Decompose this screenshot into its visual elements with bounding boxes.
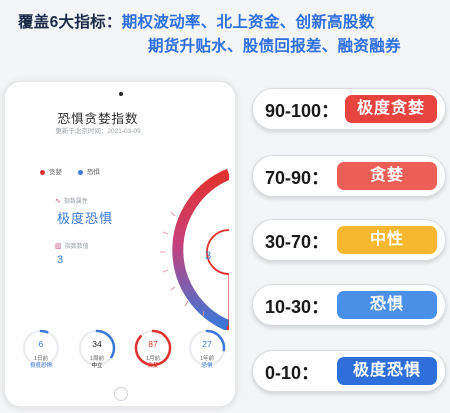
history-item-1m[interactable]: 87 1月前 贪婪 (133, 328, 173, 376)
legend: 贪婪 恐惧 (40, 166, 114, 176)
history-period-1d: 1日前 (33, 356, 49, 362)
gauge-center-circle (206, 229, 229, 275)
value-label: ▥ 指数数值 (55, 241, 89, 250)
legend-item-fear: 恐惧 (77, 166, 100, 176)
history-value-1m: 87 (148, 339, 158, 349)
camera-dot (119, 92, 123, 96)
history-list: 6 1日前 极度恐惧 34 1周前 中立 87 1月前 贪婪 27 1年前 恐惧 (21, 328, 229, 378)
history-value-1d: 6 (38, 339, 44, 349)
index-value: 3 (57, 254, 65, 266)
level-extreme-greed: 90-100： 极度贪婪 (252, 88, 446, 130)
history-state-1w: 中立 (91, 363, 103, 369)
legend-dot-greed (40, 169, 45, 175)
history-state-1m: 贪婪 (147, 363, 159, 369)
app-title: 恐惧贪婪指数 (57, 112, 139, 126)
history-ring-1w (78, 329, 116, 367)
gauge-value: 3 (205, 250, 212, 262)
history-ring-1d (22, 329, 60, 367)
level-badge: 极度贪婪 (345, 95, 437, 123)
level-range: 70-90： (265, 168, 330, 188)
level-range: 90-100： (265, 101, 340, 121)
history-item-1d[interactable]: 6 1日前 极度恐惧 (21, 328, 61, 376)
level-range: 0-10： (265, 363, 320, 383)
history-period-1m: 1月前 (145, 356, 161, 362)
level-greed: 70-90： 贪婪 (252, 155, 446, 197)
history-item-1w[interactable]: 34 1周前 中立 (77, 328, 117, 376)
level-badge: 中性 (337, 226, 437, 254)
level-badge: 恐惧 (337, 291, 437, 319)
trend-icon: ∿ (55, 198, 61, 205)
history-period-1w: 1周前 (89, 356, 105, 362)
history-progress-1m (134, 329, 172, 367)
status-value: 极度恐惧 (57, 211, 114, 226)
level-badge: 贪婪 (337, 162, 437, 190)
gauge-needle-tip (226, 325, 229, 330)
history-ring-1y (188, 329, 226, 367)
history-item-1y[interactable]: 27 1年前 恐惧 (187, 328, 227, 376)
history-ring-1m (134, 329, 172, 367)
status-label-text: 指数属性 (63, 199, 88, 205)
header-indicators-2: 期货升贴水、股债回报差、融资融券 (148, 38, 401, 55)
header-prefix: 覆盖6大指标： (18, 14, 122, 31)
history-state-1d: 极度恐惧 (29, 363, 52, 369)
tablet-screen: 恐惧贪婪指数 更新于北京时间：2021-03-09 贪婪 恐惧 ∿ 指数属性 极度… (13, 100, 229, 382)
level-extreme-fear: 0-10： 极度恐惧 (252, 350, 446, 392)
history-progress-1w (95, 329, 116, 359)
history-period-1y: 1年前 (199, 356, 215, 362)
tablet-frame: 恐惧贪婪指数 更新于北京时间：2021-03-09 贪婪 恐惧 ∿ 指数属性 极度… (3, 80, 237, 408)
history-value-1w: 34 (92, 339, 102, 349)
legend-label-greed: 贪婪 (49, 169, 62, 176)
home-button[interactable] (114, 387, 128, 401)
legend-label-fear: 恐惧 (86, 169, 100, 176)
bar-icon: ▥ (55, 243, 62, 250)
history-progress-1d (39, 329, 49, 334)
legend-item-greed: 贪婪 (40, 166, 62, 176)
gauge-arc (172, 168, 229, 330)
history-progress-1y (205, 329, 226, 352)
value-label-text: 指数数值 (64, 244, 89, 250)
level-range: 10-30： (265, 297, 330, 317)
header-line-1: 覆盖6大指标：期权波动率、北上资金、创新高股数 (18, 10, 375, 32)
level-neutral: 30-70： 中性 (252, 219, 446, 261)
header: 覆盖6大指标：期权波动率、北上资金、创新高股数 期货升贴水、股债回报差、融资融券 (0, 4, 450, 60)
history-value-1y: 27 (202, 339, 212, 349)
level-badge: 极度恐惧 (337, 357, 437, 385)
legend-dot-fear (77, 169, 83, 175)
level-fear: 10-30： 恐惧 (252, 284, 446, 326)
status-label: ∿ 指数属性 (55, 196, 88, 205)
header-indicators-1: 期权波动率、北上资金、创新高股数 (121, 14, 375, 31)
gauge-ticks (160, 211, 205, 317)
level-range: 30-70： (265, 232, 330, 252)
fear-greed-gauge (160, 168, 229, 330)
history-state-1y: 恐惧 (201, 363, 213, 369)
update-time: 更新于北京时间：2021-03-09 (55, 128, 141, 135)
